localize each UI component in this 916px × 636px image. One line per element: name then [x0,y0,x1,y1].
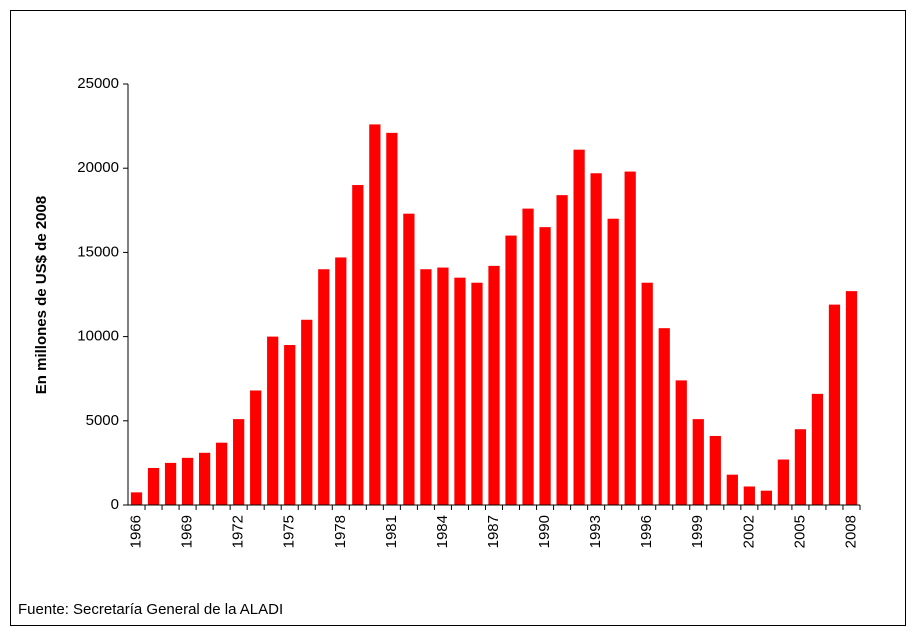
x-tick-label: 2005 [791,515,808,548]
bar [624,171,636,505]
bar [318,269,330,505]
bar [420,269,432,505]
x-tick-label: 1966 [127,515,144,548]
bar [284,345,296,505]
x-tick-label: 1993 [587,515,604,548]
x-tick-label: 1972 [230,515,247,548]
bar [147,467,160,505]
bar [641,282,653,505]
bar [505,235,517,505]
x-tick-label: 1969 [179,515,196,548]
bar [607,218,619,505]
bar [267,336,279,505]
y-tick-label: 20000 [77,159,119,176]
bar [454,277,466,505]
x-tick-label: 1978 [332,515,349,548]
bar [198,452,211,505]
y-axis-label: En millones de US$ de 2008 [33,196,50,394]
bar [352,185,364,506]
bar [590,173,602,505]
y-tick-label: 15000 [77,243,119,260]
bar [301,319,313,505]
x-tick-label: 1996 [638,515,655,548]
bar [692,419,704,505]
bar [216,442,228,505]
x-tick-label: 2008 [842,515,859,548]
source-note: Fuente: Secretaría General de la ALADI [18,601,283,618]
bar [828,304,841,505]
bar [811,393,824,505]
y-tick-label: 5000 [86,412,119,429]
bar [658,328,670,505]
bar [130,492,143,505]
bar [488,265,500,505]
bar [709,435,721,505]
frame [10,10,906,626]
bar [845,291,858,505]
bar [794,429,807,505]
y-tick-label: 0 [111,496,119,513]
x-tick-label: 1984 [434,515,451,548]
y-tick-label: 25000 [77,75,119,92]
bar [250,390,262,505]
bar [233,419,245,505]
bar [437,267,449,505]
x-tick-label: 1987 [485,515,502,548]
bar [403,213,415,505]
bar [181,457,194,505]
x-tick-label: 1999 [689,515,706,548]
x-tick-label: 1981 [383,515,400,548]
bar [573,149,585,505]
bar [471,282,483,505]
bar [335,257,347,505]
bar [556,195,568,506]
x-tick-label: 2002 [740,515,757,548]
bar [386,132,398,505]
bar [726,474,738,505]
bar [522,208,534,505]
bar [539,227,551,505]
y-tick-label: 10000 [77,328,119,345]
bar [777,459,790,505]
x-tick-label: 1990 [536,515,553,548]
bar [164,462,177,505]
x-tick-label: 1975 [281,515,298,548]
bar [369,124,381,505]
bar [743,486,755,505]
bar [675,380,687,505]
bar [760,490,772,505]
